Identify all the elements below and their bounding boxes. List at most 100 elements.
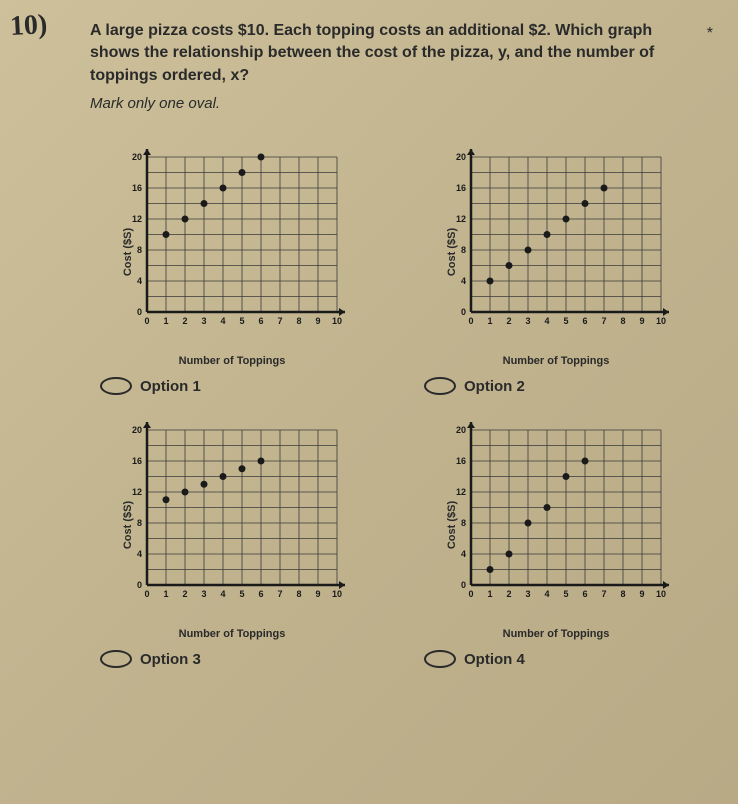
svg-text:12: 12 xyxy=(456,214,466,224)
svg-text:20: 20 xyxy=(132,425,142,435)
svg-text:20: 20 xyxy=(132,152,142,162)
option-cell-4: Cost ($S) 012345678910048121620 Number o… xyxy=(414,415,698,668)
svg-text:4: 4 xyxy=(137,276,142,286)
options-grid: Cost ($S) 012345678910048121620 Number o… xyxy=(90,142,698,668)
svg-text:20: 20 xyxy=(456,152,466,162)
x-axis-label: Number of Toppings xyxy=(179,355,286,367)
svg-text:2: 2 xyxy=(506,589,511,599)
svg-text:3: 3 xyxy=(201,316,206,326)
svg-text:6: 6 xyxy=(582,589,587,599)
option-row-2[interactable]: Option 2 xyxy=(424,377,525,395)
svg-text:6: 6 xyxy=(582,316,587,326)
svg-text:10: 10 xyxy=(332,316,342,326)
option-label-4: Option 4 xyxy=(464,651,525,668)
option-label-3: Option 3 xyxy=(140,651,201,668)
svg-text:16: 16 xyxy=(132,183,142,193)
svg-text:5: 5 xyxy=(563,316,568,326)
svg-text:5: 5 xyxy=(239,316,244,326)
option-row-4[interactable]: Option 4 xyxy=(424,650,525,668)
svg-text:10: 10 xyxy=(656,316,666,326)
svg-text:8: 8 xyxy=(296,589,301,599)
svg-text:8: 8 xyxy=(137,518,142,528)
svg-text:10: 10 xyxy=(656,589,666,599)
svg-text:8: 8 xyxy=(620,316,625,326)
svg-text:7: 7 xyxy=(601,589,606,599)
svg-text:1: 1 xyxy=(163,316,168,326)
svg-text:12: 12 xyxy=(132,487,142,497)
x-axis-label: Number of Toppings xyxy=(503,628,610,640)
svg-text:4: 4 xyxy=(137,549,142,559)
svg-text:1: 1 xyxy=(487,316,492,326)
required-asterisk: * xyxy=(707,25,713,43)
svg-text:8: 8 xyxy=(620,589,625,599)
svg-text:16: 16 xyxy=(132,456,142,466)
svg-text:4: 4 xyxy=(461,276,466,286)
chart-3: Cost ($S) 012345678910048121620 Number o… xyxy=(112,415,352,635)
svg-text:6: 6 xyxy=(258,589,263,599)
svg-text:6: 6 xyxy=(258,316,263,326)
chart-2: Cost ($S) 012345678910048121620 Number o… xyxy=(436,142,676,362)
svg-text:4: 4 xyxy=(544,589,549,599)
option-oval-1[interactable] xyxy=(100,377,132,395)
svg-text:1: 1 xyxy=(487,589,492,599)
option-label-1: Option 1 xyxy=(140,378,201,395)
option-oval-3[interactable] xyxy=(100,650,132,668)
svg-text:9: 9 xyxy=(639,316,644,326)
y-axis-label: Cost ($S) xyxy=(446,228,458,276)
svg-text:5: 5 xyxy=(563,589,568,599)
svg-text:0: 0 xyxy=(461,580,466,590)
option-cell-2: Cost ($S) 012345678910048121620 Number o… xyxy=(414,142,698,395)
svg-text:4: 4 xyxy=(544,316,549,326)
svg-text:4: 4 xyxy=(220,589,225,599)
handwritten-number: 10) xyxy=(9,9,48,43)
option-cell-3: Cost ($S) 012345678910048121620 Number o… xyxy=(90,415,374,668)
option-cell-1: Cost ($S) 012345678910048121620 Number o… xyxy=(90,142,374,395)
option-oval-2[interactable] xyxy=(424,377,456,395)
question-text: A large pizza costs $10. Each topping co… xyxy=(90,20,698,87)
option-row-3[interactable]: Option 3 xyxy=(100,650,201,668)
x-axis-label: Number of Toppings xyxy=(179,628,286,640)
svg-text:0: 0 xyxy=(468,589,473,599)
svg-text:0: 0 xyxy=(468,316,473,326)
svg-text:9: 9 xyxy=(639,589,644,599)
x-axis-label: Number of Toppings xyxy=(503,355,610,367)
svg-text:2: 2 xyxy=(182,316,187,326)
svg-text:7: 7 xyxy=(601,316,606,326)
chart-1: Cost ($S) 012345678910048121620 Number o… xyxy=(112,142,352,362)
svg-text:0: 0 xyxy=(144,589,149,599)
svg-text:8: 8 xyxy=(461,245,466,255)
y-axis-label: Cost ($S) xyxy=(122,501,134,549)
svg-text:5: 5 xyxy=(239,589,244,599)
svg-text:0: 0 xyxy=(137,307,142,317)
option-row-1[interactable]: Option 1 xyxy=(100,377,201,395)
chart-4: Cost ($S) 012345678910048121620 Number o… xyxy=(436,415,676,635)
svg-text:4: 4 xyxy=(461,549,466,559)
svg-text:8: 8 xyxy=(461,518,466,528)
svg-text:12: 12 xyxy=(132,214,142,224)
svg-text:0: 0 xyxy=(144,316,149,326)
svg-text:9: 9 xyxy=(315,589,320,599)
svg-text:8: 8 xyxy=(137,245,142,255)
svg-text:4: 4 xyxy=(220,316,225,326)
svg-text:0: 0 xyxy=(137,580,142,590)
svg-text:2: 2 xyxy=(506,316,511,326)
svg-text:12: 12 xyxy=(456,487,466,497)
svg-text:8: 8 xyxy=(296,316,301,326)
y-axis-label: Cost ($S) xyxy=(122,228,134,276)
svg-text:20: 20 xyxy=(456,425,466,435)
y-axis-label: Cost ($S) xyxy=(446,501,458,549)
svg-text:9: 9 xyxy=(315,316,320,326)
svg-text:1: 1 xyxy=(163,589,168,599)
svg-text:16: 16 xyxy=(456,456,466,466)
svg-text:16: 16 xyxy=(456,183,466,193)
svg-text:0: 0 xyxy=(461,307,466,317)
svg-text:2: 2 xyxy=(182,589,187,599)
option-oval-4[interactable] xyxy=(424,650,456,668)
svg-text:3: 3 xyxy=(525,316,530,326)
svg-text:7: 7 xyxy=(277,316,282,326)
worksheet-page: 10) * A large pizza costs $10. Each topp… xyxy=(0,0,738,804)
svg-text:3: 3 xyxy=(201,589,206,599)
option-label-2: Option 2 xyxy=(464,378,525,395)
svg-text:7: 7 xyxy=(277,589,282,599)
svg-text:3: 3 xyxy=(525,589,530,599)
